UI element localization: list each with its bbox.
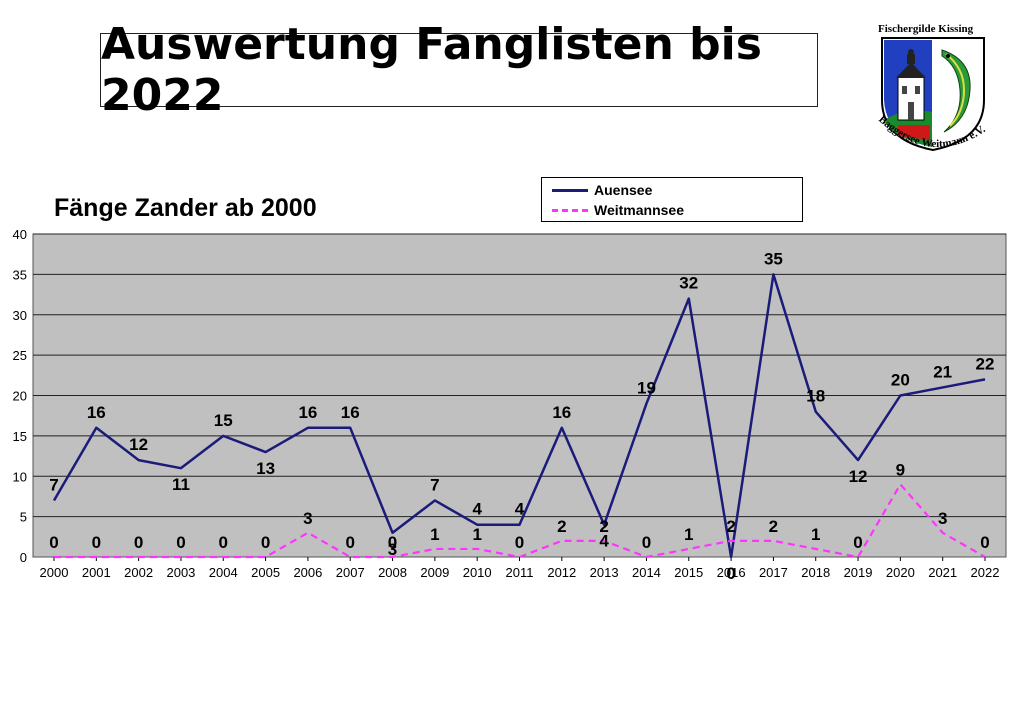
series-line-auensee [52, 273, 986, 559]
data-label-weitmannsee: 0 [980, 533, 989, 552]
data-label-weitmannsee: 2 [557, 517, 566, 536]
data-label-weitmannsee: 3 [303, 509, 312, 528]
data-label-weitmannsee: 0 [345, 533, 354, 552]
data-label-auensee: 16 [298, 403, 317, 422]
y-tick-label: 5 [20, 510, 27, 525]
y-tick-label: 25 [13, 348, 27, 363]
data-label-auensee: 4 [515, 500, 525, 519]
data-label-auensee: 12 [129, 435, 148, 454]
x-tick-label: 2005 [251, 565, 280, 580]
data-label-weitmannsee: 3 [938, 509, 947, 528]
x-tick-label: 2016 [717, 565, 746, 580]
data-label-auensee: 7 [49, 475, 58, 494]
data-label-auensee: 32 [679, 274, 698, 293]
data-label-weitmannsee: 9 [896, 460, 905, 479]
x-tick-label: 2021 [928, 565, 957, 580]
data-label-auensee: 18 [806, 387, 825, 406]
data-label-auensee: 20 [891, 371, 910, 390]
legend-label-weitmannsee: Weitmannsee [594, 202, 684, 218]
legend-item-weitmannsee: Weitmannsee [552, 201, 684, 219]
x-tick-label: 2018 [801, 565, 830, 580]
chart-title: Fänge Zander ab 2000 [54, 194, 317, 222]
data-label-weitmannsee: 0 [261, 533, 270, 552]
data-label-weitmannsee: 1 [472, 525, 481, 544]
x-tick-label: 2019 [844, 565, 873, 580]
club-logo: Fischergilde Kissing Baggersee Weitmann … [876, 23, 988, 152]
data-label-weitmannsee: 1 [811, 525, 820, 544]
y-tick-label: 20 [13, 389, 27, 404]
data-label-auensee: 21 [933, 362, 952, 381]
y-tick-label: 15 [13, 429, 27, 444]
data-label-weitmannsee: 2 [769, 517, 778, 536]
data-label-auensee: 3 [388, 540, 397, 559]
data-label-weitmannsee: 0 [642, 533, 651, 552]
data-label-auensee: 35 [764, 249, 783, 268]
data-label-auensee: 19 [637, 379, 656, 398]
x-tick-label: 2002 [124, 565, 153, 580]
x-tick-label: 2001 [82, 565, 111, 580]
data-label-weitmannsee: 0 [388, 533, 397, 552]
legend-swatch-weitmannsee [552, 208, 588, 212]
x-tick-label: 2010 [463, 565, 492, 580]
x-tick-label: 2020 [886, 565, 915, 580]
chart-legend: Auensee Weitmannsee [541, 177, 803, 222]
data-label-weitmannsee: 0 [176, 533, 185, 552]
data-label-auensee: 11 [172, 475, 190, 494]
x-tick-label: 2003 [166, 565, 195, 580]
logo-top-text: Fischergilde Kissing [878, 23, 974, 35]
svg-text:Fischergilde Kissing: Fischergilde Kissing [878, 23, 974, 35]
data-label-weitmannsee: 0 [219, 533, 228, 552]
x-tick-label: 2008 [378, 565, 407, 580]
data-label-auensee: 0 [726, 564, 735, 583]
y-tick-label: 30 [13, 308, 27, 323]
data-label-weitmannsee: 2 [726, 517, 735, 536]
data-label-auensee: 13 [256, 459, 275, 478]
data-label-weitmannsee: 0 [134, 533, 143, 552]
x-tick-label: 2014 [632, 565, 661, 580]
legend-swatch-auensee [552, 188, 588, 192]
y-tick-label: 10 [13, 469, 27, 484]
data-label-weitmannsee: 0 [92, 533, 101, 552]
data-label-auensee: 16 [552, 403, 571, 422]
y-tick-label: 35 [13, 267, 27, 282]
data-label-auensee: 16 [341, 403, 360, 422]
x-tick-label: 2009 [420, 565, 449, 580]
legend-item-auensee: Auensee [552, 181, 652, 199]
data-label-auensee: 16 [87, 403, 106, 422]
data-label-weitmannsee: 0 [853, 533, 862, 552]
x-tick-label: 2006 [293, 565, 322, 580]
x-tick-label: 2013 [590, 565, 619, 580]
data-label-auensee: 22 [976, 354, 995, 373]
data-label-weitmannsee: 2 [599, 517, 608, 536]
data-label-auensee: 4 [472, 500, 482, 519]
x-tick-label: 2000 [40, 565, 69, 580]
x-tick-label: 2012 [547, 565, 576, 580]
data-label-weitmannsee: 0 [515, 533, 524, 552]
x-tick-label: 2007 [336, 565, 365, 580]
legend-label-auensee: Auensee [594, 182, 653, 198]
data-label-weitmannsee: 1 [430, 525, 439, 544]
x-tick-label: 2011 [506, 565, 534, 580]
series-line-weitmannsee [54, 483, 986, 559]
x-tick-label: 2017 [759, 565, 788, 580]
data-label-weitmannsee: 1 [684, 525, 693, 544]
data-label-weitmannsee: 0 [49, 533, 58, 552]
data-label-auensee: 12 [849, 467, 868, 486]
data-label-auensee: 15 [214, 411, 233, 430]
data-label-auensee: 7 [430, 475, 439, 494]
x-tick-label: 2015 [674, 565, 703, 580]
data-label-auensee: 4 [599, 532, 609, 551]
page-title: Auswertung Fanglisten bis 2022 [100, 19, 818, 121]
x-tick-label: 2004 [209, 565, 238, 580]
y-tick-label: 0 [20, 550, 27, 565]
x-tick-label: 2022 [971, 565, 1000, 580]
y-tick-label: 40 [13, 227, 27, 242]
